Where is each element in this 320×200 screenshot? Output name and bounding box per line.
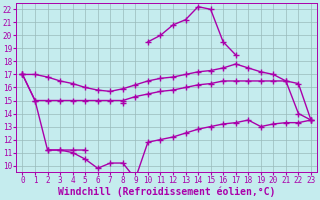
X-axis label: Windchill (Refroidissement éolien,°C): Windchill (Refroidissement éolien,°C) [58, 187, 276, 197]
